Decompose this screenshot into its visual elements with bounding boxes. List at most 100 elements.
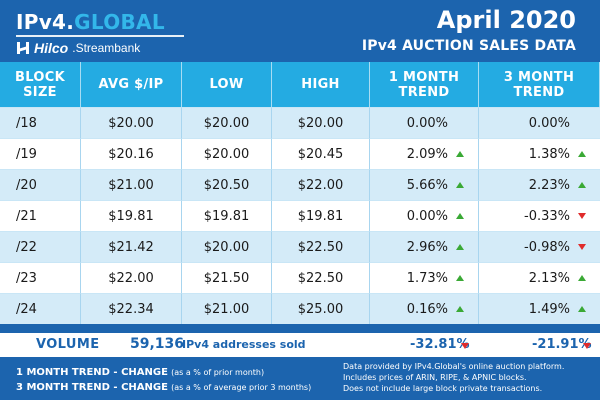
trend-3-month-cell: -0.98% (479, 231, 600, 262)
avg-cell-value: $21.42 (108, 239, 154, 255)
low-cell: $20.00 (182, 231, 272, 262)
data-note: Data provided by IPv4.Global's online au… (343, 361, 564, 394)
down-arrow-icon (583, 343, 591, 349)
trend-3-month-cell: 1.38% (479, 138, 600, 169)
logo-prefix: IPv4. (16, 10, 75, 34)
legend-1-note: (as a % of prior month) (171, 368, 265, 377)
block-size-cell: /19 (0, 138, 81, 169)
trend-3-month-cell-value: 1.38% (528, 146, 570, 162)
low-cell: $20.00 (182, 107, 272, 138)
high-cell-value: $19.81 (297, 208, 344, 224)
trend-1-month-cell: 1.73% (370, 262, 479, 293)
block-size-cell: /24 (0, 293, 81, 324)
trend-1-month-cell-value: 2.96% (406, 239, 448, 255)
high-cell-value: $22.50 (297, 239, 344, 255)
low-cell: $20.50 (182, 169, 272, 200)
avg-cell: $19.81 (81, 200, 182, 231)
logo-accent: GLOBAL (74, 10, 165, 34)
trend-1-month-cell: 2.09% (370, 138, 479, 169)
trend-3-month-cell: -0.33% (479, 200, 600, 231)
trend-1-month-cell-value: 5.66% (406, 177, 448, 193)
high-cell-value: $20.45 (297, 146, 344, 162)
high-cell-value: $20.00 (297, 115, 344, 131)
trend-1-month-cell-value: 0.16% (406, 301, 448, 317)
avg-cell-value: $20.16 (108, 146, 154, 162)
avg-cell-value: $22.00 (108, 270, 154, 286)
low-cell-value: $20.00 (203, 239, 250, 255)
high-cell: $20.45 (272, 138, 370, 169)
avg-cell-value: $21.00 (108, 177, 154, 193)
avg-cell: $22.00 (81, 262, 182, 293)
legend-3-label: 3 MONTH TREND - CHANGE (16, 382, 168, 393)
page-subtitle: IPv4 AUCTION SALES DATA (361, 38, 576, 54)
trend-3-month-cell-value: 2.13% (528, 270, 570, 286)
avg-cell: $22.34 (81, 293, 182, 324)
trend-3-month-cell: 2.13% (479, 262, 600, 293)
volume-label: VOLUME (36, 337, 100, 352)
block-size-cell-value: /22 (16, 239, 37, 255)
high-cell: $25.00 (272, 293, 370, 324)
block-size-cell-value: /18 (16, 115, 37, 131)
trend-1-month-cell: 2.96% (370, 231, 479, 262)
low-cell-value: $20.00 (203, 146, 250, 162)
low-cell: $20.00 (182, 138, 272, 169)
down-arrow-icon (461, 343, 469, 349)
up-arrow-icon (578, 151, 586, 157)
block-size-cell: /21 (0, 200, 81, 231)
low-cell-value: $21.00 (203, 301, 250, 317)
header-block-size: BLOCK SIZE (0, 62, 81, 107)
legend-3-month: 3 MONTH TREND - CHANGE (as a % of averag… (16, 380, 311, 395)
high-cell: $20.00 (272, 107, 370, 138)
volume-trend-1-month: -32.81% (410, 337, 470, 352)
avg-cell-value: $19.81 (108, 208, 154, 224)
trend-3-month-cell-value: 1.49% (528, 301, 570, 317)
trend-1-month-cell: 0.00% (370, 107, 479, 138)
block-size-cell-value: /19 (16, 146, 37, 162)
volume-count: 59,136 (130, 336, 185, 352)
hilco-mark-icon (17, 42, 29, 54)
high-cell: $19.81 (272, 200, 370, 231)
low-cell-value: $19.81 (203, 208, 250, 224)
trend-3-month-cell-value: -0.98% (524, 239, 570, 255)
avg-cell-value: $20.00 (108, 115, 154, 131)
page-title: April 2020 (436, 6, 576, 34)
trend-1-month-cell-value: 0.00% (406, 115, 448, 131)
high-cell: $22.50 (272, 231, 370, 262)
up-arrow-icon (456, 213, 464, 219)
low-cell: $21.00 (182, 293, 272, 324)
up-arrow-icon (456, 244, 464, 250)
trend-1-month-cell: 0.16% (370, 293, 479, 324)
volume-text: IPv4 addresses sold (182, 338, 306, 351)
high-cell-value: $22.00 (297, 177, 344, 193)
trend-3-month-cell: 1.49% (479, 293, 600, 324)
high-cell: $22.00 (272, 169, 370, 200)
block-size-cell-value: /23 (16, 270, 37, 286)
trend-1-month-cell-value: 1.73% (406, 270, 448, 286)
trend-3-month-cell: 2.23% (479, 169, 600, 200)
no-arrow-spacer (456, 119, 464, 127)
ipv4-global-logo: IPv4.GLOBAL (16, 10, 165, 34)
no-arrow-spacer (578, 119, 586, 127)
header-low: LOW (182, 62, 272, 107)
up-arrow-icon (578, 306, 586, 312)
partner-name: Hilco (34, 40, 69, 56)
up-arrow-icon (578, 182, 586, 188)
avg-cell: $20.16 (81, 138, 182, 169)
high-cell-value: $25.00 (297, 301, 344, 317)
trend-3-month-cell-value: 0.00% (528, 115, 570, 131)
down-arrow-icon (578, 244, 586, 250)
legend-3-note: (as a % of average prior 3 months) (171, 383, 312, 392)
volume-bar: VOLUME 59,136 IPv4 addresses sold -32.81… (0, 333, 600, 357)
header-avg: AVG $/IP (81, 62, 182, 107)
note-line-2: Includes prices of ARIN, RIPE, & APNIC b… (343, 373, 527, 382)
header-1-month-trend: 1 MONTH TREND (370, 62, 479, 107)
trend-1-month-cell-value: 0.00% (406, 208, 448, 224)
avg-cell-value: $22.34 (108, 301, 154, 317)
avg-cell: $21.42 (81, 231, 182, 262)
avg-cell: $20.00 (81, 107, 182, 138)
block-size-cell: /22 (0, 231, 81, 262)
up-arrow-icon (578, 275, 586, 281)
low-cell-value: $21.50 (203, 270, 250, 286)
block-size-cell: /20 (0, 169, 81, 200)
